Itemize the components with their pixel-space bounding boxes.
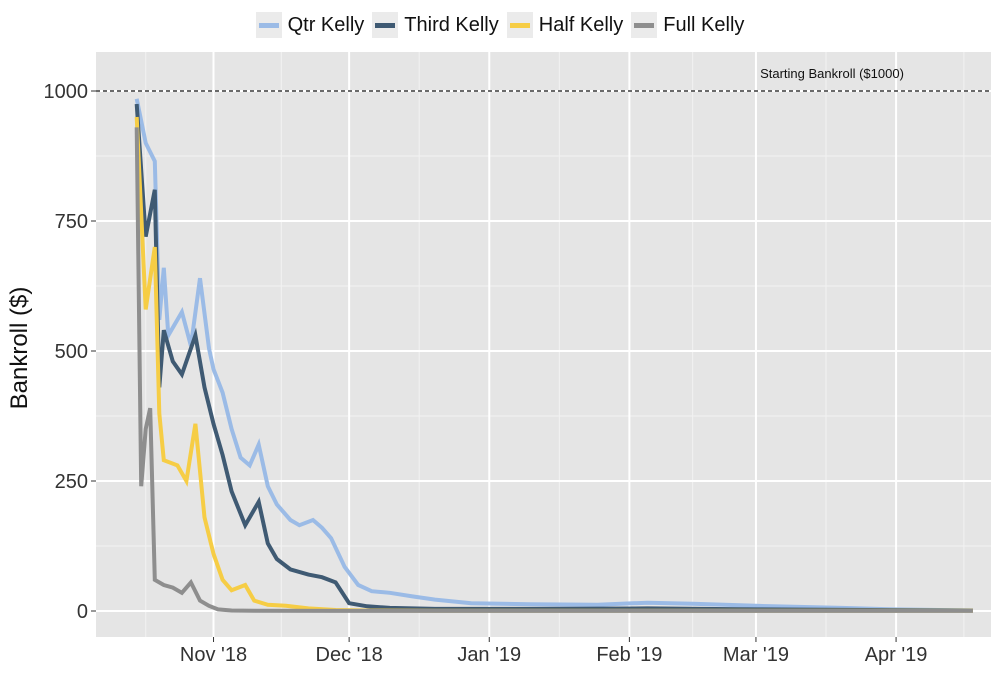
legend-swatch — [634, 23, 655, 28]
x-tick-label: Nov '18 — [180, 644, 247, 666]
legend-swatch — [375, 23, 396, 28]
legend-key — [506, 12, 533, 38]
legend-swatch — [509, 23, 530, 28]
legend-key — [631, 12, 658, 38]
plot-panel — [96, 52, 991, 637]
legend-item-third-kelly: Third Kelly — [372, 12, 499, 38]
series-line-third-kelly — [134, 103, 973, 613]
x-tick-label: Mar '19 — [723, 644, 789, 666]
legend-label: Third Kelly — [404, 13, 499, 36]
y-tick-label: 500 — [55, 341, 88, 363]
y-tick-label: 0 — [77, 601, 88, 623]
x-tick-label: Dec '18 — [316, 644, 383, 666]
legend: Qtr Kelly Third Kelly Half Kelly Full Kelly — [0, 12, 1000, 38]
series-line-full-kelly — [134, 127, 973, 613]
series-line-qtr-kelly — [134, 98, 973, 613]
y-tick-label: 750 — [55, 211, 88, 233]
legend-key — [255, 12, 282, 38]
legend-key — [372, 12, 399, 38]
x-tick-label: Jan '19 — [457, 644, 521, 666]
y-tick-label: 250 — [55, 471, 88, 493]
y-axis-label: Bankroll ($) — [6, 287, 33, 410]
starting-bankroll-annotation: Starting Bankroll ($1000) — [760, 66, 904, 81]
legend-swatch — [258, 23, 279, 28]
legend-item-full-kelly: Full Kelly — [631, 12, 744, 38]
legend-label: Half Kelly — [538, 13, 624, 36]
legend-item-half-kelly: Half Kelly — [506, 12, 624, 38]
legend-item-qtr-kelly: Qtr Kelly — [255, 12, 365, 38]
x-tick-label: Apr '19 — [865, 644, 928, 666]
legend-label: Qtr Kelly — [287, 13, 365, 36]
x-tick-label: Feb '19 — [596, 644, 662, 666]
y-tick-label: 1000 — [44, 81, 89, 103]
legend-label: Full Kelly — [663, 13, 745, 36]
